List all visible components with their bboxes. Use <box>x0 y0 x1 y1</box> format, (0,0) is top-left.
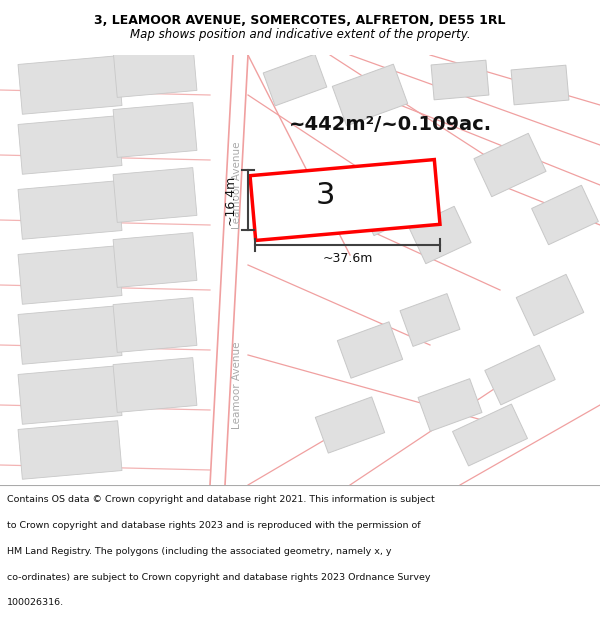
Text: ~16.4m: ~16.4m <box>223 175 236 225</box>
Polygon shape <box>452 404 527 466</box>
Polygon shape <box>409 206 471 264</box>
Polygon shape <box>511 65 569 105</box>
Polygon shape <box>113 102 197 158</box>
Polygon shape <box>532 185 598 245</box>
Polygon shape <box>474 133 546 197</box>
Text: HM Land Registry. The polygons (including the associated geometry, namely x, y: HM Land Registry. The polygons (includin… <box>7 547 392 556</box>
Polygon shape <box>18 366 122 424</box>
Text: ~37.6m: ~37.6m <box>322 253 373 266</box>
Polygon shape <box>113 232 197 288</box>
Polygon shape <box>263 54 327 106</box>
Polygon shape <box>250 159 440 241</box>
Polygon shape <box>113 357 197 412</box>
Text: ~442m²/~0.109ac.: ~442m²/~0.109ac. <box>289 116 491 134</box>
Polygon shape <box>18 116 122 174</box>
Polygon shape <box>113 298 197 352</box>
Polygon shape <box>316 397 385 453</box>
Polygon shape <box>332 64 408 126</box>
Polygon shape <box>18 56 122 114</box>
Polygon shape <box>485 345 555 405</box>
Polygon shape <box>516 274 584 336</box>
Polygon shape <box>210 55 248 485</box>
Polygon shape <box>18 246 122 304</box>
Polygon shape <box>356 174 424 236</box>
Text: Map shows position and indicative extent of the property.: Map shows position and indicative extent… <box>130 28 470 41</box>
Text: 100026316.: 100026316. <box>7 598 64 608</box>
Text: Leamoor Avenue: Leamoor Avenue <box>232 141 242 229</box>
Text: 3, LEAMOOR AVENUE, SOMERCOTES, ALFRETON, DE55 1RL: 3, LEAMOOR AVENUE, SOMERCOTES, ALFRETON,… <box>94 14 506 27</box>
Text: Contains OS data © Crown copyright and database right 2021. This information is : Contains OS data © Crown copyright and d… <box>7 495 435 504</box>
Text: co-ordinates) are subject to Crown copyright and database rights 2023 Ordnance S: co-ordinates) are subject to Crown copyr… <box>7 572 431 581</box>
Polygon shape <box>18 421 122 479</box>
Text: to Crown copyright and database rights 2023 and is reproduced with the permissio: to Crown copyright and database rights 2… <box>7 521 421 530</box>
Polygon shape <box>431 60 489 100</box>
Text: Leamoor Avenue: Leamoor Avenue <box>232 341 242 429</box>
Polygon shape <box>418 379 482 431</box>
Polygon shape <box>18 181 122 239</box>
Polygon shape <box>337 322 403 378</box>
Polygon shape <box>18 306 122 364</box>
Polygon shape <box>113 42 197 98</box>
Polygon shape <box>113 168 197 222</box>
Polygon shape <box>400 294 460 346</box>
Text: 3: 3 <box>315 181 335 209</box>
